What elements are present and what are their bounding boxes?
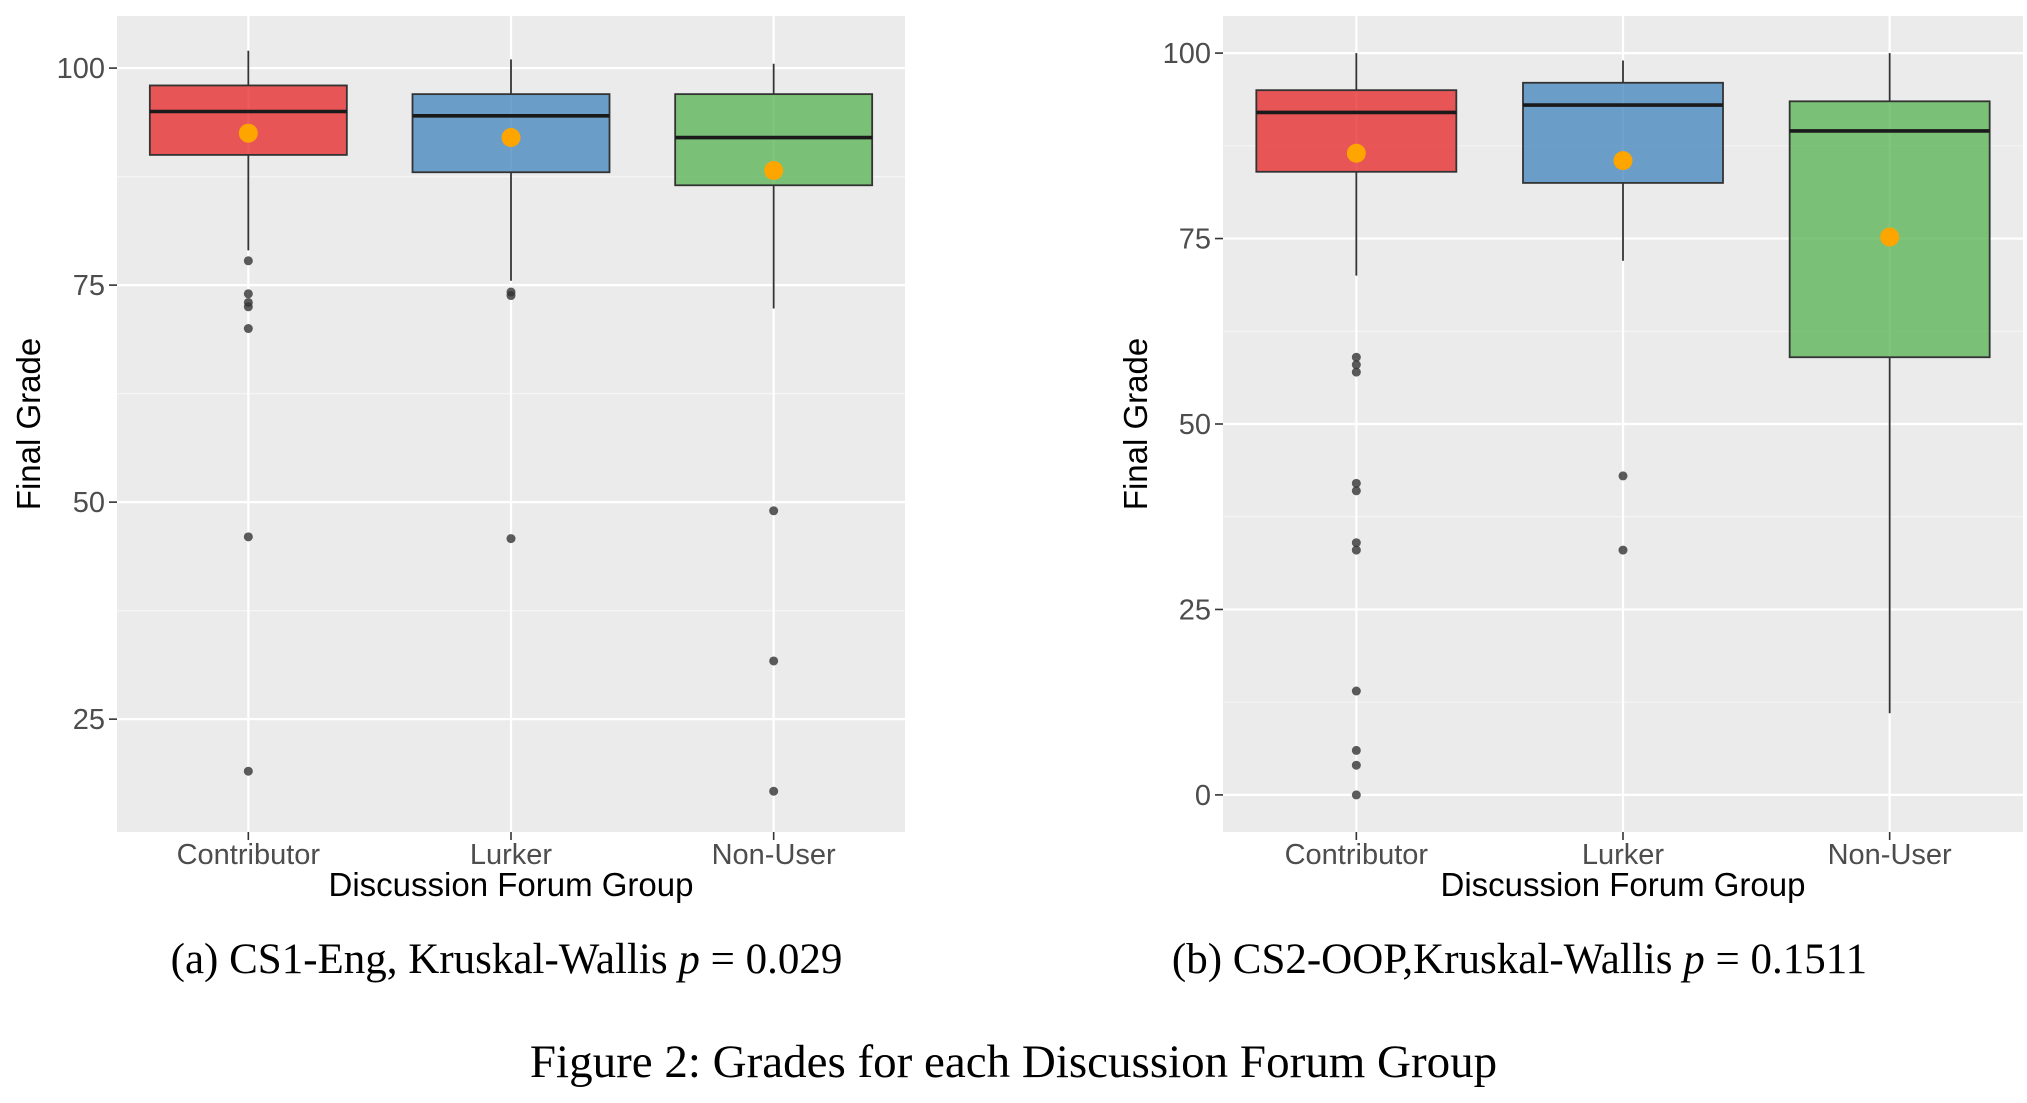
figure-caption: Figure 2: Grades for each Discussion For…	[529, 1036, 1498, 1088]
outlier-point	[1618, 471, 1628, 481]
y-tick-label: 75	[1179, 224, 1211, 256]
subcaption-b: (b) CS2-OOP,Kruskal-Wallis p = 0.1511	[1013, 935, 2026, 984]
outlier-point	[1351, 352, 1361, 362]
y-tick-label: 25	[73, 704, 105, 736]
y-tick-label: 0	[1195, 780, 1211, 812]
y-tick-label: 100	[57, 53, 105, 85]
y-tick-label: 50	[73, 487, 105, 519]
outlier-point	[769, 656, 779, 666]
outlier-point	[1351, 790, 1361, 800]
subcaption-b-p-symbol: p	[1683, 936, 1705, 983]
subcaption-a: (a) CS1-Eng, Kruskal-Wallis p = 0.029	[0, 935, 1013, 984]
subcaption-b-prefix: (b) CS2-OOP,Kruskal-Wallis	[1171, 936, 1673, 983]
y-tick-label: 50	[1179, 409, 1211, 441]
x-axis-title: Discussion Forum Group	[329, 866, 694, 903]
box-contributor	[1255, 53, 1458, 800]
y-tick-label: 75	[73, 270, 105, 302]
mean-point	[501, 128, 521, 148]
outlier-point	[243, 302, 253, 312]
x-tick-label: Contributor	[1285, 839, 1429, 871]
y-axis-title: Final Grade	[1117, 338, 1154, 510]
x-axis-title: Discussion Forum Group	[1441, 866, 1806, 903]
outlier-point	[1351, 745, 1361, 755]
box-non-user	[674, 63, 874, 796]
outlier-point	[1351, 760, 1361, 770]
outlier-point	[1351, 538, 1361, 548]
outlier-point	[1618, 545, 1628, 555]
mean-point	[764, 161, 784, 181]
outlier-point	[243, 256, 253, 266]
iqr-box	[148, 84, 348, 156]
outlier-point	[506, 291, 516, 301]
box-lurker	[1522, 60, 1724, 555]
box-lurker	[411, 59, 611, 544]
box-contributor	[148, 50, 348, 776]
outlier-point	[1351, 486, 1361, 496]
mean-point	[1346, 143, 1366, 163]
outlier-point	[1351, 545, 1361, 555]
outlier-point	[769, 786, 779, 796]
outlier-point	[1351, 367, 1361, 377]
y-axis-title: Final Grade	[10, 338, 47, 510]
subcaption-a-p-value: 0.029	[745, 936, 843, 983]
panel-b: 0 25 50 75 100 Contributor Lurker Non-User Discu…	[1013, 0, 2026, 1000]
x-tick-label: Lurker	[470, 839, 553, 871]
outlier-point	[1351, 360, 1361, 370]
boxplot-chart-b: 0 25 50 75 100 Contributor Lurker Non-User Discu…	[1117, 16, 2023, 903]
boxplot-chart-a: 25 50 75 100 Contributor Lurker Non-User Discus…	[10, 16, 905, 903]
x-tick-label: Non-User	[1828, 839, 1952, 871]
subcaption-b-p-value: 0.1511	[1750, 936, 1868, 983]
outlier-point	[1351, 478, 1361, 488]
x-tick-label: Lurker	[1582, 839, 1665, 871]
subcaption-a-prefix: (a) CS1-Eng, Kruskal-Wallis	[170, 936, 668, 983]
outlier-point	[769, 506, 779, 516]
outlier-point	[243, 289, 253, 299]
outlier-point	[243, 766, 253, 776]
outlier-point	[243, 532, 253, 542]
outlier-point	[506, 534, 516, 544]
x-tick-label: Contributor	[177, 839, 321, 871]
mean-point	[1880, 227, 1900, 247]
x-tick-label: Non-User	[712, 839, 836, 871]
panel-a: 25 50 75 100 Contributor Lurker Non-User Discus…	[0, 0, 1013, 1000]
outlier-point	[1351, 686, 1361, 696]
y-tick-label: 100	[1163, 38, 1211, 70]
box-non-user	[1788, 53, 1991, 714]
subcaption-a-p-symbol: p	[678, 936, 700, 983]
outlier-point	[243, 324, 253, 334]
mean-point	[1613, 151, 1633, 171]
y-tick-label: 25	[1179, 594, 1211, 626]
subcaption-a-p-relation: =	[710, 936, 735, 983]
subcaption-b-p-relation: =	[1715, 936, 1740, 983]
mean-point	[238, 123, 258, 143]
